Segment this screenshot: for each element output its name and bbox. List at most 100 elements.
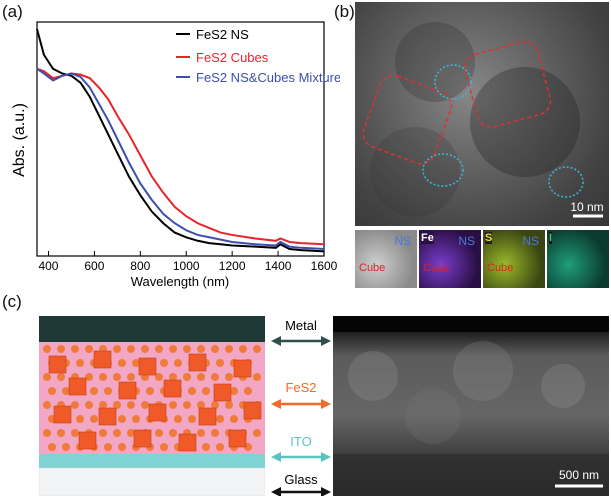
map-element-s: S <box>485 232 493 244</box>
nanosphere <box>99 401 107 409</box>
map-label-cube: Cube <box>423 262 450 274</box>
layer-arrows: Metal FeS2 ITO Glass <box>271 318 331 496</box>
nanosphere <box>90 387 98 395</box>
eds-map-fe: Fe NS Cube <box>419 230 481 288</box>
nanocube <box>93 350 112 369</box>
sem-cross-section: 500 nm <box>333 316 609 496</box>
x-axis-label: Wavelength (nm) <box>131 274 230 289</box>
nanosphere <box>43 373 51 381</box>
cube-outline-2 <box>464 40 552 128</box>
nanocube <box>188 353 207 372</box>
nanosphere <box>127 345 135 353</box>
eds-map-s: S NS Cube <box>483 230 545 288</box>
nanosphere <box>253 373 261 381</box>
nanosphere <box>104 443 112 451</box>
nanosphere <box>85 345 93 353</box>
nanosphere <box>43 429 51 437</box>
nanosphere <box>197 373 205 381</box>
nanosphere <box>71 401 79 409</box>
nanosphere <box>216 443 224 451</box>
map-label-ns: NS <box>522 234 539 248</box>
nanosphere <box>188 415 196 423</box>
legend-label-mixture: FeS2 NS&Cubes Mixture <box>196 70 340 85</box>
nanosphere <box>132 359 140 367</box>
nanosphere <box>230 387 238 395</box>
map-element-fe: Fe <box>421 232 434 244</box>
map-label-cube: Cube <box>359 262 386 274</box>
x-tick-label: 600 <box>84 259 104 273</box>
series-line-1 <box>36 67 325 246</box>
nanocube <box>48 355 67 374</box>
legend: FeS2 NS FeS2 Cubes FeS2 NS&Cubes Mixture <box>176 27 340 85</box>
label-ito: ITO <box>290 434 311 449</box>
nanosphere <box>211 401 219 409</box>
nanosphere <box>169 429 177 437</box>
x-tick-label: 1200 <box>219 259 246 273</box>
nanosphere <box>76 359 84 367</box>
nanosphere <box>127 401 135 409</box>
nanosphere <box>85 401 93 409</box>
nanosphere <box>202 387 210 395</box>
nanosphere <box>169 373 177 381</box>
ns-outline-1 <box>434 64 472 100</box>
nanosphere <box>230 415 238 423</box>
absorber-particles <box>43 345 262 452</box>
series-lines <box>36 28 325 253</box>
x-ticks: 400 600 800 1000 1200 1400 1600 <box>38 251 338 273</box>
map-label-cube: Cube <box>487 262 514 274</box>
nanosphere <box>211 429 219 437</box>
cube-outline-1 <box>362 74 453 165</box>
nanocube <box>178 433 197 452</box>
nanocube <box>148 403 167 422</box>
nanosphere <box>62 387 70 395</box>
ns-outline-2 <box>422 153 464 187</box>
panel-label-a: (a) <box>2 2 23 21</box>
absorption-chart: 400 600 800 1000 1200 1400 1600 Abs. (a.u.) Wa… <box>11 21 340 289</box>
tem-overlay: 10 nm <box>355 2 609 226</box>
nanosphere <box>118 359 126 367</box>
panel-label-b: (b) <box>334 2 355 21</box>
glass-layer <box>39 467 265 496</box>
eds-map-i: I <box>547 230 609 288</box>
nanosphere <box>183 373 191 381</box>
nanosphere <box>197 429 205 437</box>
x-tick-label: 800 <box>130 259 150 273</box>
nanosphere <box>253 429 261 437</box>
nanosphere <box>90 415 98 423</box>
device-schematic <box>39 316 265 496</box>
nanosphere <box>76 415 84 423</box>
chart-frame <box>36 21 325 257</box>
nanocube <box>98 407 117 426</box>
tem-scale-label: 10 nm <box>570 200 603 214</box>
nanosphere <box>118 443 126 451</box>
ito-layer <box>39 454 265 468</box>
x-tick-label: 400 <box>38 259 58 273</box>
nanosphere <box>141 345 149 353</box>
nanosphere <box>118 415 126 423</box>
nanosphere <box>202 443 210 451</box>
nanosphere <box>188 387 196 395</box>
label-metal: Metal <box>285 318 317 333</box>
nanosphere <box>174 415 182 423</box>
nanosphere <box>211 373 219 381</box>
x-tick-label: 1600 <box>311 259 338 273</box>
nanosphere <box>216 415 224 423</box>
nanosphere <box>99 373 107 381</box>
nanocube <box>133 429 152 448</box>
nanocube <box>138 357 157 376</box>
nanosphere <box>225 401 233 409</box>
nanosphere <box>57 373 65 381</box>
nanocube <box>53 405 72 424</box>
nanocube <box>213 383 232 402</box>
nanosphere <box>253 345 261 353</box>
y-axis-label: Abs. (a.u.) <box>11 103 28 177</box>
x-tick-label: 1000 <box>173 259 200 273</box>
legend-label-ns: FeS2 NS <box>196 27 249 42</box>
nanosphere <box>57 429 65 437</box>
ns-outline-3 <box>548 166 584 198</box>
metal-layer <box>39 316 265 342</box>
nanosphere <box>183 401 191 409</box>
nanocube <box>233 359 252 378</box>
nanosphere <box>174 359 182 367</box>
nanosphere <box>160 359 168 367</box>
